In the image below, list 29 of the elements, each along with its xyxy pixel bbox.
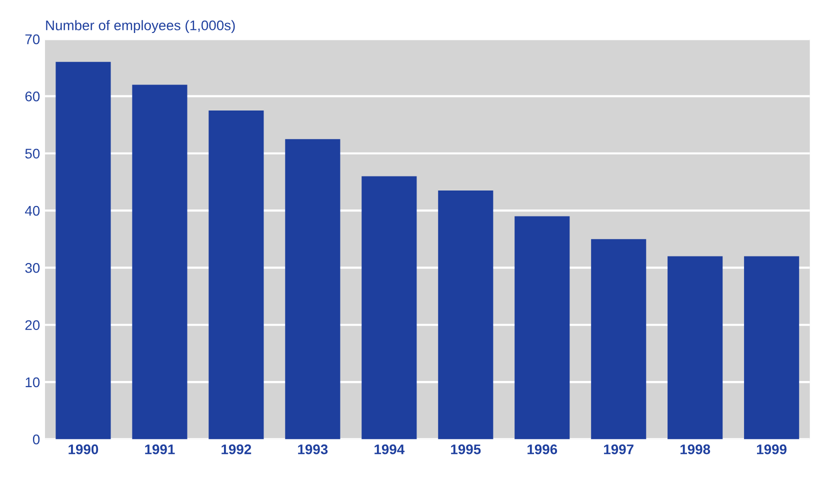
bar [132,84,188,440]
y-tick-label: 50 [25,148,40,159]
y-tick-label: 20 [25,320,40,330]
y-tick-label: 40 [25,206,40,216]
bar [56,62,111,440]
x-tick-label: 1995 [451,444,481,454]
bar [591,239,646,440]
bar [668,256,723,440]
x-tick-label: 1996 [528,444,558,454]
x-tick-label: 1994 [374,444,405,454]
bar [514,216,570,440]
bar [208,110,264,440]
y-tick-label: 10 [26,377,40,388]
x-tick-label: 1997 [604,444,634,454]
bar [285,139,340,440]
x-tick-label: 1992 [222,444,252,454]
x-tick-label: 1993 [298,444,328,454]
y-tick-label: 30 [25,263,40,273]
y-tick-label: 70 [25,34,40,44]
x-tick-label: 1991 [145,444,175,454]
x-tick-label: 1998 [680,444,710,454]
y-axis-title: Number of employees (1,000s) [46,20,235,34]
y-tick-label: 60 [25,92,40,102]
bar [438,190,494,440]
bar [362,176,417,440]
x-tick-label: 1990 [68,444,98,454]
x-tick-label: 1999 [757,444,787,454]
y-tick-label: 0 [32,434,40,444]
bar [744,256,800,440]
